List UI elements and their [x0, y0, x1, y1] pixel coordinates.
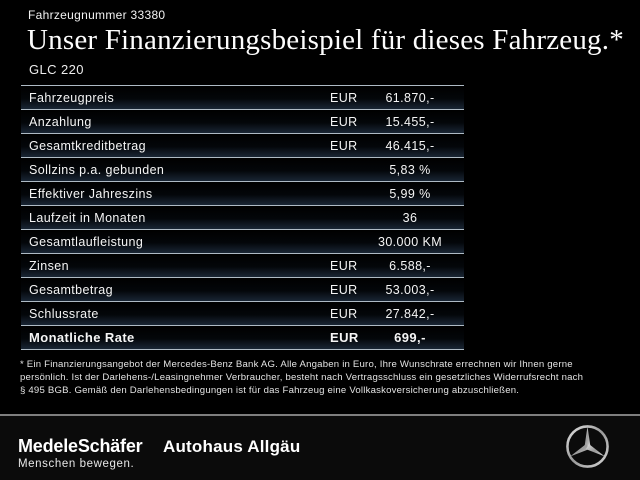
table-row: Sollzins p.a. gebunden 5,83 % — [21, 158, 464, 182]
row-currency: EUR — [330, 258, 358, 273]
row-label: Laufzeit in Monaten — [29, 210, 146, 225]
row-currency: EUR — [330, 306, 358, 321]
table-row-monthly-rate: Monatliche Rate EUR 699,- — [21, 326, 464, 350]
financing-table: Fahrzeugpreis EUR 61.870,- Anzahlung EUR… — [21, 85, 464, 350]
row-label: Sollzins p.a. gebunden — [29, 162, 165, 177]
row-label: Zinsen — [29, 258, 69, 273]
row-label: Anzahlung — [29, 114, 92, 129]
vehicle-number: Fahrzeugnummer 33380 — [28, 8, 166, 22]
row-label: Gesamtlaufleistung — [29, 234, 144, 249]
footer: MedeleSchäfer Menschen bewegen. Autohaus… — [0, 416, 640, 480]
row-currency: EUR — [330, 282, 358, 297]
table-row: Fahrzeugpreis EUR 61.870,- — [21, 86, 464, 110]
mercedes-star-icon — [566, 425, 609, 468]
table-row: Anzahlung EUR 15.455,- — [21, 110, 464, 134]
table-row: Zinsen EUR 6.588,- — [21, 254, 464, 278]
row-currency: EUR — [330, 138, 358, 153]
row-label: Gesamtbetrag — [29, 282, 114, 297]
row-value: 61.870,- — [385, 90, 435, 105]
row-value: 6.588,- — [389, 258, 431, 273]
row-label: Schlussrate — [29, 306, 99, 321]
footnote-line: § 495 BGB. Gemäß den Darlehensbedingunge… — [20, 385, 520, 396]
footnote-line: * Ein Finanzierungsangebot der Mercedes-… — [20, 359, 573, 370]
table-row: Laufzeit in Monaten 36 — [21, 206, 464, 230]
table-row: Effektiver Jahreszins 5,99 % — [21, 182, 464, 206]
table-row: Gesamtlaufleistung 30.000 KM — [21, 230, 464, 254]
row-label: Gesamtkreditbetrag — [29, 138, 146, 153]
dealer-secondary-logo: Autohaus Allgäu — [163, 437, 301, 456]
row-currency: EUR — [330, 90, 358, 105]
dealer-logo: MedeleSchäfer — [18, 436, 143, 456]
row-currency: EUR — [330, 114, 358, 129]
legal-footnote: * Ein Finanzierungsangebot der Mercedes-… — [20, 358, 626, 397]
footer-divider — [0, 414, 640, 416]
row-currency: EUR — [330, 330, 359, 345]
footnote-line: persönlich. Ist der Darlehens-/Leasingne… — [20, 372, 584, 383]
row-value: 5,83 % — [389, 162, 431, 177]
row-value: 699,- — [394, 330, 426, 345]
vehicle-model: GLC 220 — [29, 62, 84, 77]
row-value: 36 — [402, 210, 418, 225]
dealer-tagline: Menschen bewegen. — [18, 458, 135, 470]
table-row: Gesamtbetrag EUR 53.003,- — [21, 278, 464, 302]
row-value: 30.000 KM — [377, 234, 443, 249]
table-row: Schlussrate EUR 27.842,- — [21, 302, 464, 326]
row-value: 27.842,- — [385, 306, 435, 321]
row-label: Monatliche Rate — [29, 330, 135, 345]
row-value: 5,99 % — [389, 186, 431, 201]
row-label: Effektiver Jahreszins — [29, 186, 153, 201]
table-row: Gesamtkreditbetrag EUR 46.415,- — [21, 134, 464, 158]
row-value: 53.003,- — [385, 282, 435, 297]
page-title: Unser Finanzierungsbeispiel für dieses F… — [27, 24, 624, 56]
row-value: 15.455,- — [385, 114, 435, 129]
row-value: 46.415,- — [385, 138, 435, 153]
row-label: Fahrzeugpreis — [29, 90, 115, 105]
